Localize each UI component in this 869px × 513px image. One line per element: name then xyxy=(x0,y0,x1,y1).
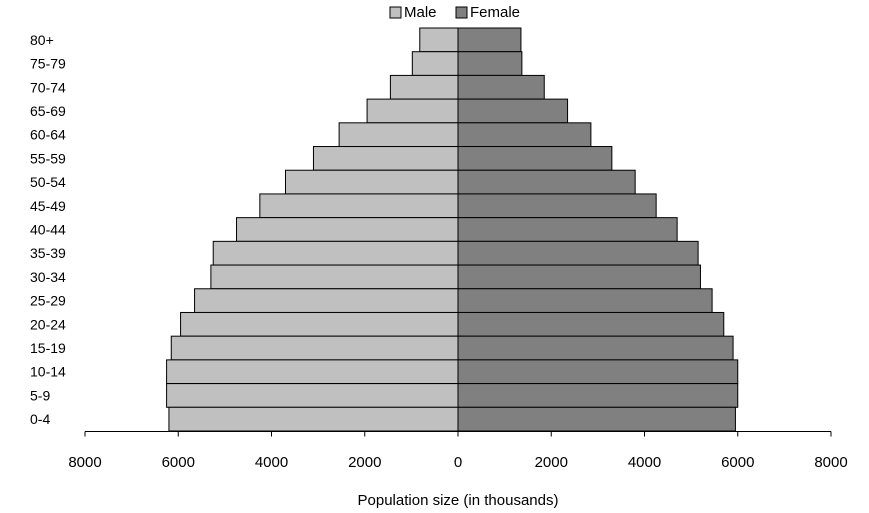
age-labels: 80+ 75-79 70-74 65-69 60-64 55-59 50-54 45-49 40… xyxy=(30,32,66,427)
bar-female-0-4 xyxy=(457,406,736,432)
bar-male-40-44 xyxy=(236,217,459,242)
bars-group xyxy=(166,27,739,432)
bar-male-45-49 xyxy=(259,193,459,219)
bar-female-55-59 xyxy=(457,146,613,171)
bar-female-65-69 xyxy=(457,98,569,124)
legend: Male Female xyxy=(389,4,520,21)
bar-female-15-19 xyxy=(457,335,734,361)
bar-female-20-24 xyxy=(457,311,725,337)
x-tick-label: 4000 xyxy=(255,454,288,471)
bar-male-75-79 xyxy=(411,51,459,76)
x-tick-label: 8000 xyxy=(814,454,847,471)
age-label-5-9: 5-9 xyxy=(30,387,50,403)
x-tick-label: 8000 xyxy=(68,454,101,471)
age-label-70-74: 70-74 xyxy=(30,79,66,95)
bar-female-70-74 xyxy=(457,74,545,100)
bar-male-60-64 xyxy=(338,122,459,148)
x-tick-label: 2000 xyxy=(535,454,568,471)
x-tick-label: 6000 xyxy=(721,454,754,471)
bar-female-50-54 xyxy=(457,169,636,195)
bar-male-15-19 xyxy=(170,335,459,361)
x-axis: 8000 6000 4000 2000 0 2000 4000 6000 8000 xyxy=(68,431,848,471)
bar-female-45-49 xyxy=(457,193,657,219)
bar-male-30-34 xyxy=(210,264,459,290)
bar-female-10-14 xyxy=(457,359,739,385)
x-tick-label: 4000 xyxy=(628,454,661,471)
bar-male-80+ xyxy=(419,27,459,53)
bar-male-35-39 xyxy=(212,240,459,266)
bar-female-40-44 xyxy=(457,217,678,242)
x-tick-label: 0 xyxy=(454,454,462,471)
age-label-0-4: 0-4 xyxy=(30,411,50,427)
legend-label-male: Male xyxy=(404,4,437,21)
age-label-80+: 80+ xyxy=(30,32,54,48)
age-label-20-24: 20-24 xyxy=(30,316,66,332)
bar-female-25-29 xyxy=(457,288,713,313)
age-label-35-39: 35-39 xyxy=(30,245,66,261)
x-axis-title: Population size (in thousands) xyxy=(358,492,559,509)
age-label-30-34: 30-34 xyxy=(30,269,66,285)
legend-label-female: Female xyxy=(470,4,520,21)
age-label-65-69: 65-69 xyxy=(30,103,66,119)
bar-female-35-39 xyxy=(457,240,699,266)
age-label-15-19: 15-19 xyxy=(30,340,66,356)
age-label-55-59: 55-59 xyxy=(30,150,66,166)
bar-male-0-4 xyxy=(168,406,459,432)
age-label-60-64: 60-64 xyxy=(30,127,66,143)
legend-swatch-female xyxy=(455,6,468,19)
bar-male-50-54 xyxy=(284,169,459,195)
bar-male-10-14 xyxy=(166,359,459,385)
bar-male-5-9 xyxy=(166,383,459,408)
bar-female-60-64 xyxy=(457,122,592,148)
age-label-25-29: 25-29 xyxy=(30,293,66,309)
bar-male-20-24 xyxy=(180,311,459,337)
bar-male-25-29 xyxy=(194,288,459,313)
bar-female-75-79 xyxy=(457,51,523,76)
bar-female-30-34 xyxy=(457,264,701,290)
age-label-40-44: 40-44 xyxy=(30,222,66,238)
bar-female-5-9 xyxy=(457,383,739,408)
age-label-50-54: 50-54 xyxy=(30,174,66,190)
x-tick-label: 6000 xyxy=(162,454,195,471)
age-label-45-49: 45-49 xyxy=(30,198,66,214)
x-tick-label: 2000 xyxy=(348,454,381,471)
bar-female-80+ xyxy=(457,27,522,53)
age-label-75-79: 75-79 xyxy=(30,56,66,72)
bar-male-55-59 xyxy=(312,146,459,171)
age-label-10-14: 10-14 xyxy=(30,364,66,380)
bar-male-70-74 xyxy=(389,74,459,100)
legend-swatch-male xyxy=(389,6,402,19)
bar-male-65-69 xyxy=(366,98,459,124)
